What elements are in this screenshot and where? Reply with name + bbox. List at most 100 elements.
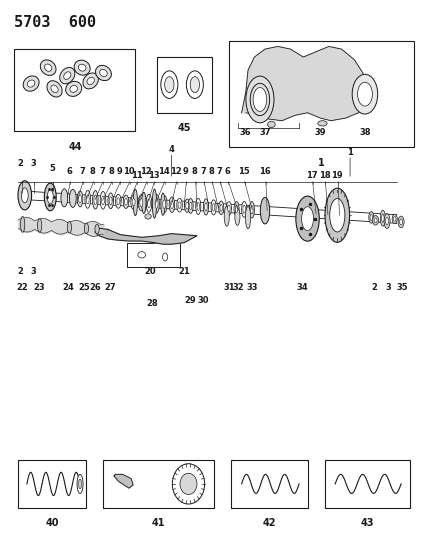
Ellipse shape (92, 191, 98, 209)
Text: 1: 1 (347, 148, 353, 157)
Text: 21: 21 (178, 268, 190, 276)
Text: 28: 28 (146, 299, 158, 308)
Text: 11: 11 (131, 171, 143, 180)
Ellipse shape (101, 196, 104, 205)
Ellipse shape (83, 73, 98, 89)
Text: 24: 24 (62, 283, 74, 292)
Ellipse shape (330, 199, 345, 232)
Text: 3: 3 (30, 268, 36, 276)
Text: 12: 12 (170, 167, 181, 176)
Ellipse shape (21, 188, 28, 203)
Ellipse shape (123, 195, 129, 208)
Text: 2: 2 (372, 283, 377, 292)
Text: 13: 13 (148, 171, 160, 180)
Ellipse shape (235, 205, 238, 213)
Text: 3: 3 (386, 283, 391, 292)
Text: 33: 33 (247, 283, 258, 292)
Ellipse shape (161, 196, 167, 213)
Ellipse shape (152, 189, 157, 218)
Ellipse shape (74, 60, 90, 75)
Ellipse shape (211, 200, 216, 215)
Ellipse shape (357, 82, 372, 106)
Ellipse shape (163, 253, 168, 261)
Ellipse shape (224, 206, 229, 226)
Text: 42: 42 (262, 519, 276, 528)
Text: 5: 5 (50, 164, 55, 173)
Ellipse shape (108, 193, 113, 209)
Text: 44: 44 (68, 142, 82, 152)
Ellipse shape (142, 192, 146, 214)
Ellipse shape (177, 198, 182, 212)
Text: 25: 25 (79, 283, 91, 292)
Ellipse shape (87, 77, 94, 85)
Text: 32: 32 (233, 283, 244, 292)
Ellipse shape (69, 189, 76, 207)
Ellipse shape (85, 190, 90, 208)
Text: 18: 18 (319, 171, 330, 180)
Ellipse shape (318, 120, 327, 126)
Ellipse shape (370, 214, 373, 220)
Ellipse shape (40, 60, 56, 76)
Ellipse shape (45, 183, 56, 211)
Ellipse shape (100, 191, 106, 209)
Bar (127, 243, 180, 266)
Ellipse shape (146, 194, 152, 212)
Text: 31: 31 (223, 283, 235, 292)
Text: 7: 7 (200, 167, 206, 176)
Circle shape (180, 473, 197, 495)
Circle shape (172, 464, 205, 504)
Ellipse shape (18, 181, 32, 210)
Ellipse shape (381, 214, 384, 222)
Ellipse shape (190, 77, 199, 93)
Polygon shape (114, 474, 133, 488)
Ellipse shape (260, 197, 270, 224)
Bar (14, 49, 135, 131)
Ellipse shape (184, 199, 190, 212)
Text: 3: 3 (30, 159, 36, 167)
Text: 26: 26 (89, 283, 101, 292)
Ellipse shape (133, 189, 137, 216)
Text: 40: 40 (46, 519, 59, 528)
Bar (231, 460, 308, 508)
Bar (157, 57, 212, 113)
Ellipse shape (51, 85, 58, 93)
Ellipse shape (163, 200, 166, 208)
Ellipse shape (380, 210, 385, 226)
Text: 2: 2 (18, 159, 24, 167)
Text: 9: 9 (183, 167, 188, 176)
Ellipse shape (27, 80, 35, 87)
Ellipse shape (67, 222, 71, 233)
Ellipse shape (165, 77, 174, 93)
Ellipse shape (250, 83, 270, 116)
Ellipse shape (148, 199, 150, 208)
Text: 37: 37 (259, 128, 271, 137)
Text: 36: 36 (240, 128, 251, 137)
Text: 39: 39 (315, 128, 326, 137)
Ellipse shape (48, 190, 53, 204)
Ellipse shape (253, 87, 267, 111)
Ellipse shape (95, 224, 99, 234)
Ellipse shape (78, 64, 86, 71)
Ellipse shape (170, 201, 173, 208)
Ellipse shape (116, 195, 121, 208)
Text: 8: 8 (208, 167, 214, 176)
Ellipse shape (325, 188, 350, 243)
Text: 16: 16 (259, 167, 271, 176)
Ellipse shape (23, 76, 39, 91)
Bar (18, 460, 86, 508)
Text: 8: 8 (108, 167, 114, 176)
Text: 45: 45 (178, 123, 191, 133)
Text: 12: 12 (140, 167, 152, 176)
Text: 8: 8 (192, 167, 198, 176)
Polygon shape (242, 46, 367, 120)
Ellipse shape (47, 80, 62, 97)
Ellipse shape (132, 199, 135, 206)
Ellipse shape (189, 202, 192, 209)
Text: 8: 8 (90, 167, 96, 176)
Bar (229, 41, 414, 147)
Ellipse shape (61, 189, 68, 207)
Ellipse shape (100, 69, 107, 77)
Text: 7: 7 (217, 167, 223, 176)
Ellipse shape (234, 201, 239, 216)
Ellipse shape (246, 206, 250, 229)
